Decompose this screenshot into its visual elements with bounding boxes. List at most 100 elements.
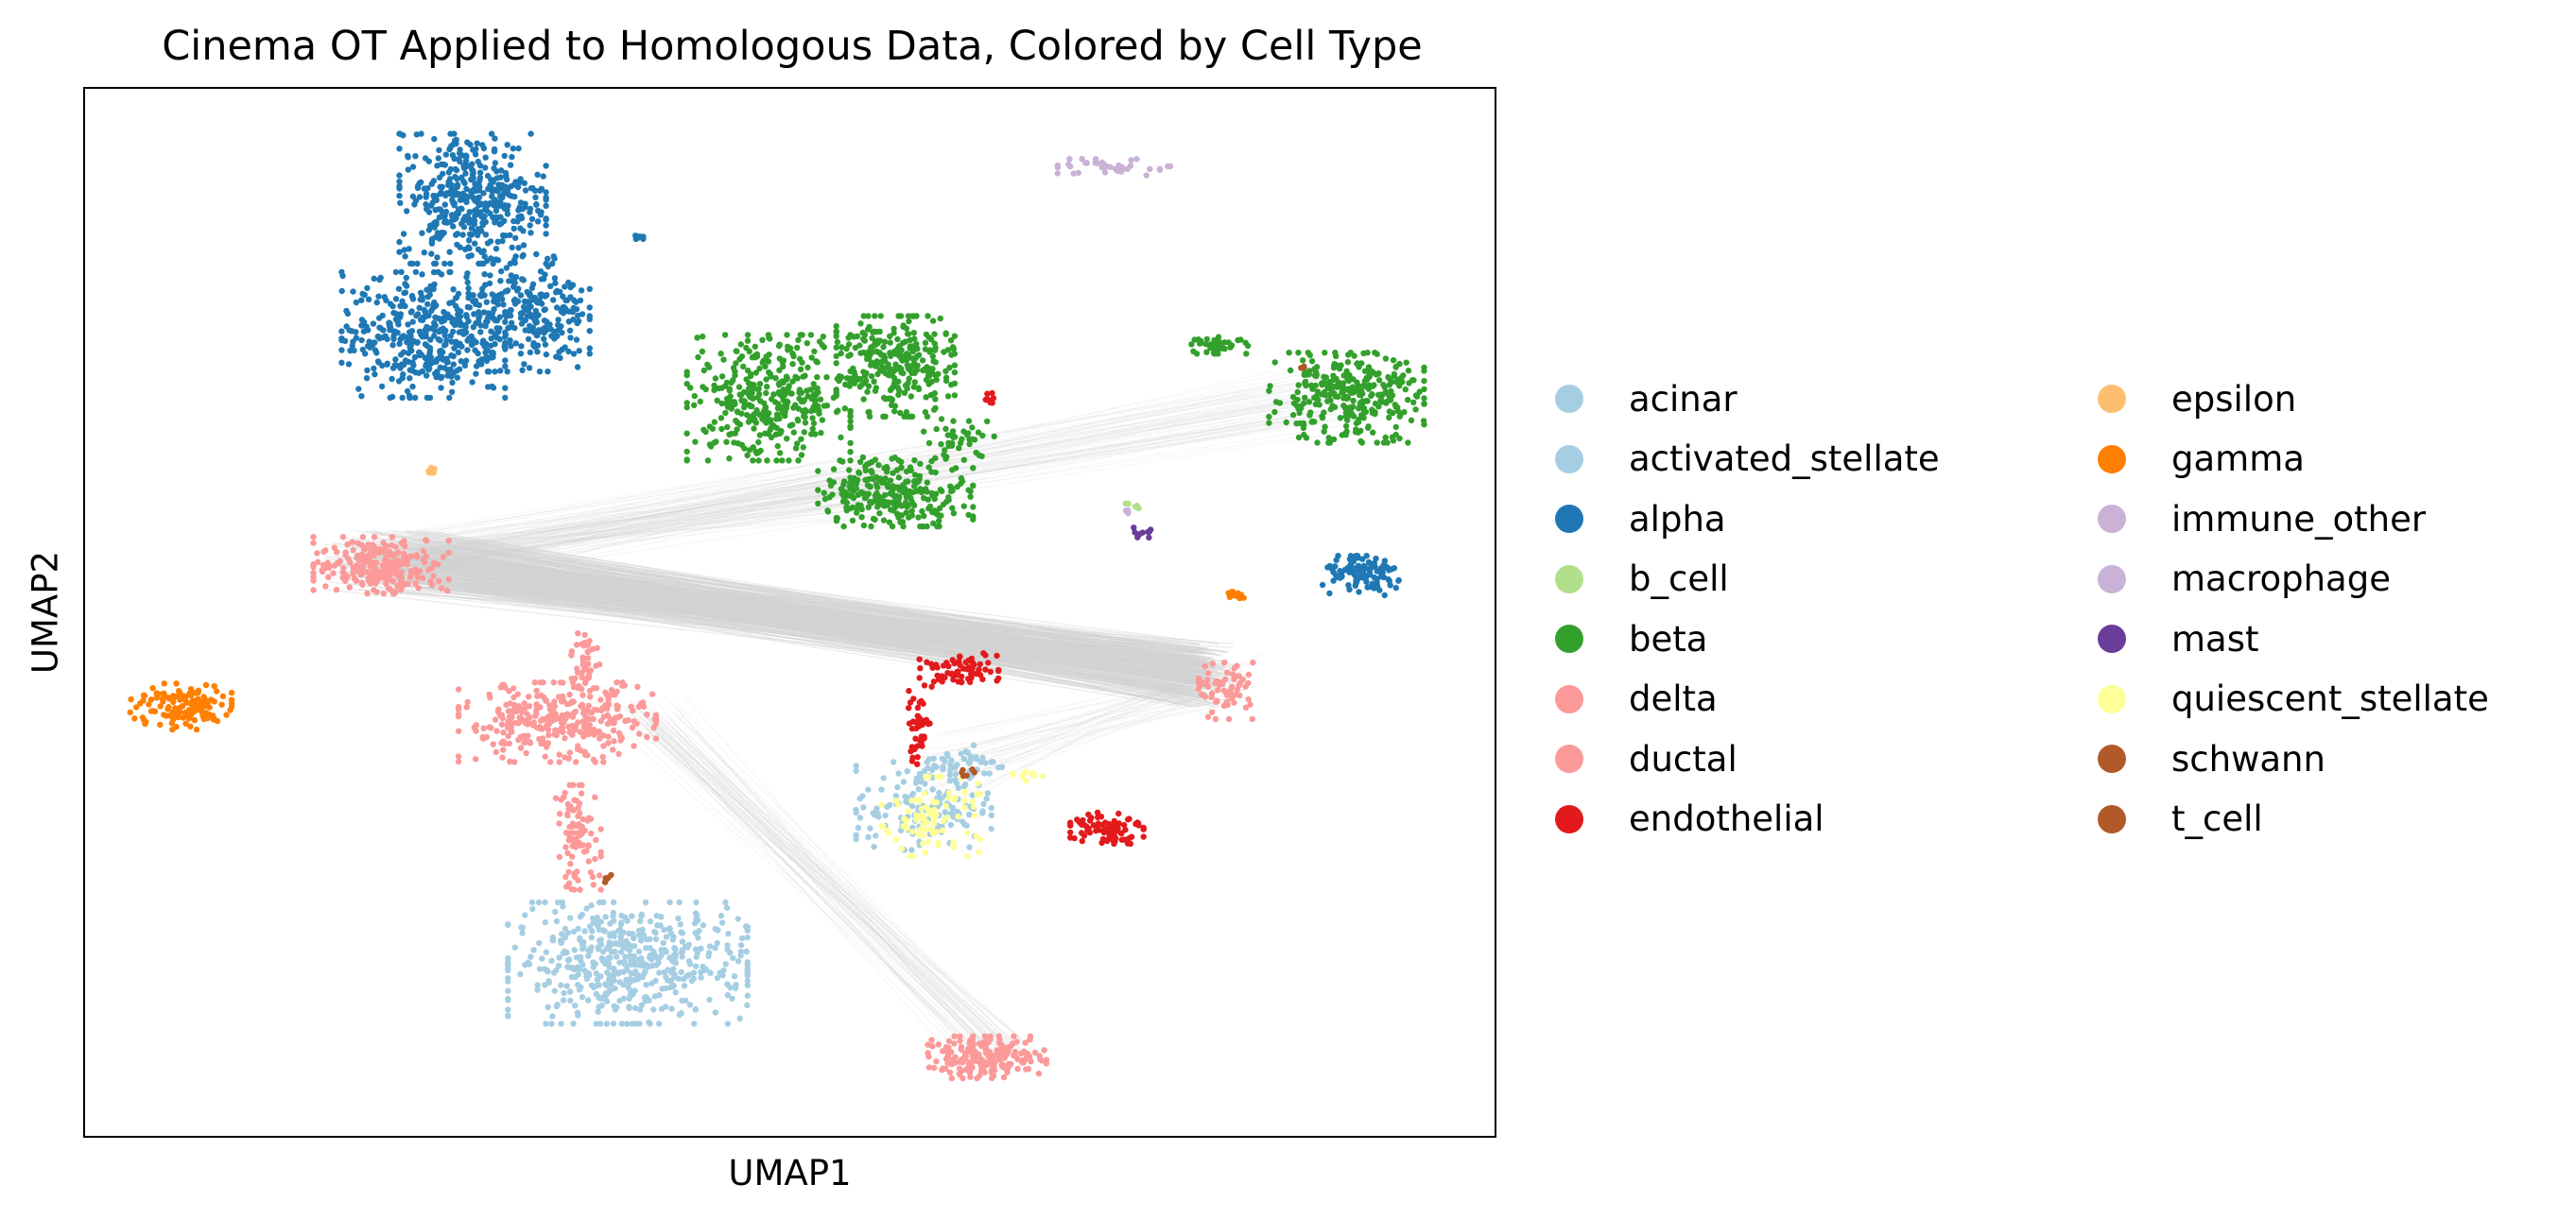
connection-line — [404, 554, 1207, 654]
data-point — [482, 206, 489, 213]
data-point — [621, 958, 628, 965]
data-point — [556, 820, 562, 827]
data-point — [562, 844, 569, 850]
data-point — [839, 458, 846, 465]
connection-line — [376, 537, 1219, 683]
data-point — [691, 392, 698, 400]
data-point — [968, 674, 975, 681]
data-point — [450, 369, 458, 376]
data-point — [1402, 386, 1409, 393]
connection-line — [451, 536, 1221, 687]
data-point — [638, 955, 645, 962]
data-point — [359, 346, 366, 353]
data-point — [928, 683, 935, 690]
data-point — [847, 422, 854, 430]
data-point — [1289, 393, 1297, 401]
data-point — [969, 1037, 977, 1043]
data-point — [947, 764, 955, 770]
data-point — [1011, 1033, 1017, 1039]
data-point — [473, 300, 479, 307]
connection-line — [345, 382, 1282, 547]
connection-line — [429, 402, 1317, 550]
data-point — [996, 1056, 1004, 1063]
data-point — [1225, 715, 1233, 723]
data-point — [849, 504, 856, 511]
data-point — [1043, 1056, 1050, 1063]
data-point — [573, 306, 580, 313]
data-point — [446, 249, 453, 255]
connection-line — [426, 562, 1215, 666]
data-point — [895, 474, 903, 481]
data-point — [909, 718, 917, 725]
data-point — [458, 358, 464, 365]
data-point — [466, 209, 474, 215]
data-point — [590, 915, 596, 922]
data-point — [611, 930, 617, 936]
data-point — [792, 445, 800, 452]
data-point — [488, 255, 494, 262]
data-point — [1094, 809, 1101, 816]
data-point — [907, 345, 913, 352]
data-point — [838, 344, 845, 351]
data-point — [371, 365, 377, 372]
data-point — [366, 556, 372, 563]
data-point — [815, 500, 821, 506]
connection-line — [424, 480, 974, 564]
data-point — [389, 393, 396, 401]
connection-line — [391, 567, 1194, 661]
data-point — [939, 1048, 946, 1055]
data-point — [571, 870, 578, 877]
data-point — [489, 383, 495, 390]
data-point — [587, 694, 594, 700]
data-point — [1319, 391, 1325, 398]
data-point — [1372, 350, 1378, 356]
data-point — [693, 899, 700, 906]
data-point — [465, 244, 472, 250]
data-point — [434, 163, 441, 169]
data-point — [744, 982, 751, 988]
data-point — [1271, 408, 1278, 416]
data-point — [1208, 709, 1216, 715]
data-point — [1373, 371, 1380, 378]
connection-line — [391, 558, 1209, 702]
data-point — [1295, 434, 1303, 441]
data-point — [875, 462, 882, 469]
data-point — [841, 405, 848, 412]
data-point — [1067, 819, 1074, 826]
data-point — [384, 360, 390, 367]
data-point — [1378, 399, 1386, 405]
data-point — [1036, 1053, 1043, 1059]
data-point — [488, 725, 494, 731]
data-point — [439, 232, 445, 239]
data-point — [753, 406, 760, 414]
data-point — [1342, 422, 1350, 430]
connection-line — [894, 678, 1245, 771]
connection-line — [398, 554, 1213, 660]
data-point — [946, 364, 953, 371]
data-point — [588, 901, 595, 909]
data-point — [1324, 385, 1331, 392]
data-point — [586, 304, 593, 311]
data-point — [1236, 679, 1244, 687]
data-point — [976, 666, 982, 673]
data-point — [744, 337, 752, 344]
data-point — [679, 948, 686, 955]
data-point — [517, 179, 524, 185]
data-point — [683, 943, 689, 950]
data-point — [959, 678, 965, 685]
data-point — [493, 246, 500, 252]
data-point — [431, 299, 438, 306]
data-point — [394, 558, 401, 564]
data-point — [559, 931, 565, 937]
data-point — [441, 201, 448, 208]
data-point — [562, 735, 568, 742]
connection-line — [656, 718, 1012, 1045]
data-point — [1247, 701, 1253, 708]
data-point — [984, 1061, 992, 1068]
data-point — [445, 575, 452, 583]
data-point — [1295, 350, 1302, 356]
data-point — [389, 302, 396, 310]
data-point — [762, 405, 769, 412]
data-point — [330, 570, 337, 576]
data-point — [1203, 335, 1211, 343]
